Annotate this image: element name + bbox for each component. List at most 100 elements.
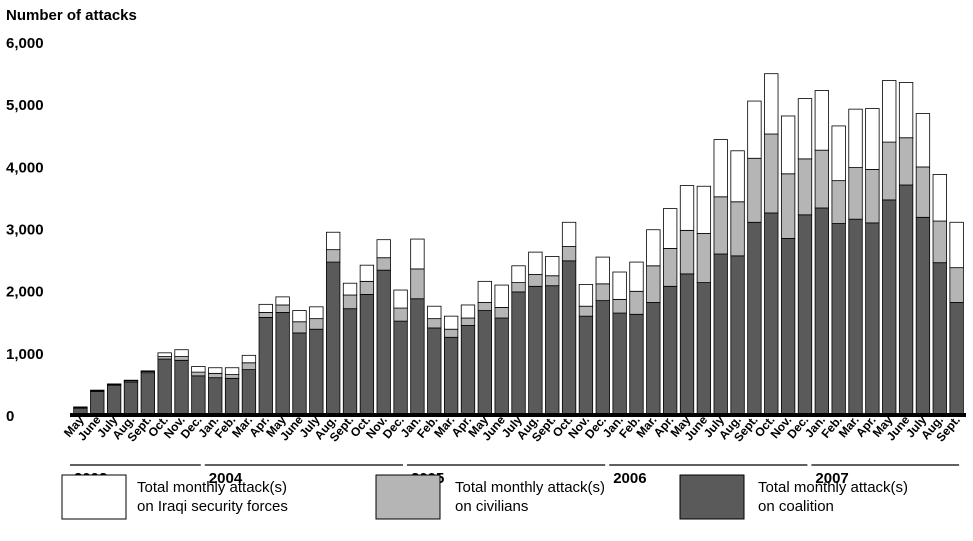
bar-segment-coalition (696, 282, 712, 416)
legend-label-civilians-line1: Total monthly attack(s) (455, 479, 605, 496)
bar-segment-coalition (106, 384, 122, 416)
bar-segment-coalition (578, 315, 594, 416)
bar-segment-iraqi-security-forces (780, 115, 796, 175)
bar-segment-civilians (848, 167, 863, 220)
bar-segment-civilians (831, 180, 846, 224)
bar-segment-civilians (679, 229, 695, 275)
year-label: 2007 (815, 470, 848, 487)
legend-item-coalition: Total monthly attack(s) on coalition (679, 474, 908, 520)
bar-segment-civilians (275, 304, 290, 313)
bar-segment-civilians (528, 274, 543, 287)
bar-segment-iraqi-security-forces (764, 73, 779, 135)
bar-segment-civilians (460, 317, 476, 326)
bar-segment-coalition (258, 316, 273, 416)
bar-segment-civilians (326, 249, 341, 263)
legend-item-iraqi-security-forces: Total monthly attack(s) on Iraqi securit… (61, 474, 288, 520)
legend-swatch-civilians (375, 474, 441, 520)
y-tick-label: 0 (6, 408, 14, 425)
bar-segment-coalition (292, 332, 307, 416)
bar-segment-iraqi-security-forces (326, 231, 341, 251)
bar-segment-civilians (494, 307, 509, 319)
bar-segment-coalition (494, 317, 509, 416)
bar-segment-coalition (713, 253, 728, 416)
bar-segment-iraqi-security-forces (309, 306, 324, 320)
bar-segment-civilians (629, 290, 644, 315)
bar-segment-iraqi-security-forces (932, 174, 947, 222)
bar-segment-coalition (780, 238, 796, 416)
bar-segment-iraqi-security-forces (258, 303, 273, 313)
bar-segment-iraqi-security-forces (578, 284, 594, 307)
bar-segment-civilians (393, 307, 408, 322)
bar-segment-coalition (629, 313, 644, 416)
bar-segment-coalition (915, 216, 931, 416)
legend-item-civilians: Total monthly attack(s) on civilians (375, 474, 605, 520)
bar-segment-civilians (258, 312, 273, 318)
bar-segment-civilians (865, 169, 880, 224)
bar-segment-coalition (208, 377, 223, 416)
bar-segment-coalition (427, 327, 442, 416)
legend-swatch-iraqi-security-forces (61, 474, 127, 520)
bar-segment-iraqi-security-forces (915, 113, 931, 168)
bar-segment-iraqi-security-forces (224, 367, 240, 375)
bar-segment-civilians (342, 294, 358, 310)
y-tick-label: 1,000 (6, 346, 44, 363)
bar-segment-coalition (545, 285, 560, 416)
bar-segment-civilians (511, 282, 526, 293)
bar-segment-civilians (359, 280, 375, 295)
bar-segment-iraqi-security-forces (376, 239, 391, 259)
bar-segment-iraqi-security-forces (713, 139, 728, 198)
bar-segment-civilians (663, 247, 678, 287)
bar-segment-iraqi-security-forces (410, 238, 425, 270)
bar-segment-coalition (342, 308, 358, 416)
bar-segment-coalition (528, 285, 543, 416)
y-axis-ticks: 0 1,000 2,000 3,000 4,000 5,000 6,000 (6, 35, 44, 425)
bar-segment-coalition (460, 325, 476, 416)
bar-segment-coalition (443, 336, 459, 416)
bar-segment-civilians (292, 321, 307, 334)
bar-segment-iraqi-security-forces (90, 389, 105, 392)
bar-segment-coalition (90, 390, 105, 416)
bar-segment-iraqi-security-forces (612, 271, 627, 300)
bar-segment-civilians (545, 275, 560, 287)
bar-segment-civilians (612, 298, 627, 314)
bar-segment-civilians (713, 196, 728, 255)
bar-segment-coalition (359, 293, 375, 416)
legend-label-civilians-line2: on civilians (455, 498, 528, 515)
bar-segment-coalition (275, 312, 290, 416)
bar-segment-coalition (797, 214, 813, 416)
bar-segment-iraqi-security-forces (663, 208, 678, 249)
bars (73, 73, 964, 416)
bar-segment-civilians (764, 133, 779, 214)
y-tick-label: 3,000 (6, 222, 44, 239)
bar-segment-coalition (511, 291, 526, 416)
bar-segment-coalition (679, 273, 695, 416)
bar-segment-iraqi-security-forces (477, 280, 492, 303)
legend-swatch-coalition (679, 474, 745, 520)
bar-segment-iraqi-security-forces (359, 264, 375, 282)
bar-segment-iraqi-security-forces (797, 98, 813, 160)
y-tick-label: 4,000 (6, 159, 44, 176)
bar-segment-civilians (376, 257, 391, 271)
bar-segment-civilians (646, 265, 661, 303)
bar-segment-iraqi-security-forces (747, 100, 762, 159)
bar-segment-civilians (309, 318, 324, 330)
bar-segment-coalition (410, 298, 425, 416)
bar-segment-coalition (932, 262, 947, 416)
bar-segment-coalition (848, 218, 863, 416)
bar-segment-iraqi-security-forces (679, 185, 695, 231)
bar-segment-iraqi-security-forces (73, 406, 88, 408)
year-label: 2004 (209, 470, 243, 487)
bar-segment-iraqi-security-forces (443, 315, 459, 330)
bar-segment-iraqi-security-forces (511, 265, 526, 283)
bar-segment-coalition (747, 221, 762, 416)
bar-segment-civilians (730, 201, 745, 257)
bar-segment-civilians (797, 158, 813, 216)
bar-segment-iraqi-security-forces (106, 383, 122, 385)
bar-segment-iraqi-security-forces (393, 289, 408, 309)
bar-segment-iraqi-security-forces (848, 108, 863, 168)
bar-segment-iraqi-security-forces (949, 221, 964, 269)
bar-segment-coalition (865, 222, 880, 416)
y-tick-label: 5,000 (6, 97, 44, 114)
bar-segment-iraqi-security-forces (494, 284, 509, 308)
bar-segment-coalition (309, 328, 324, 416)
